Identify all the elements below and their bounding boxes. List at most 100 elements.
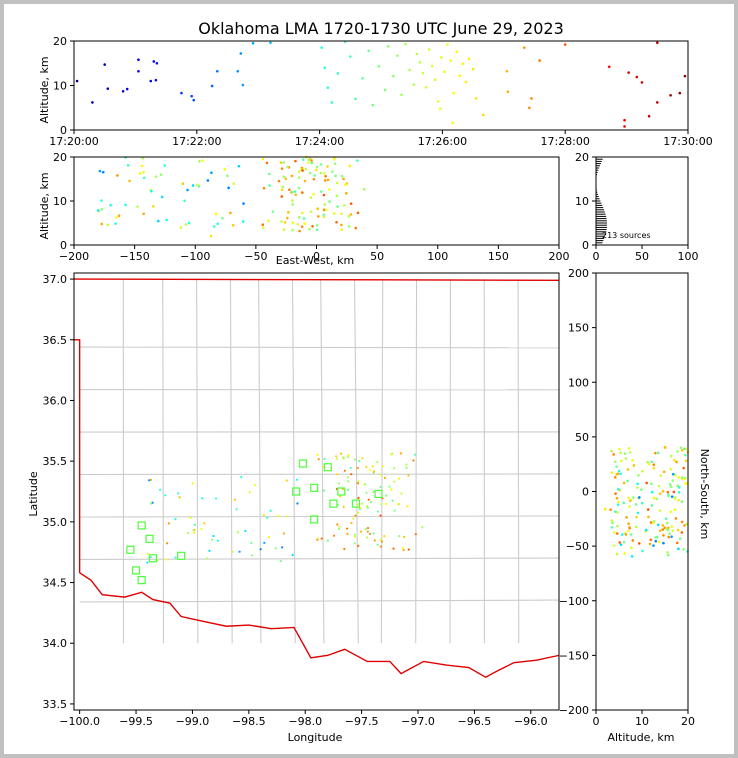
alt-ns-point (650, 490, 654, 494)
alt-ns-point (615, 552, 619, 556)
plan-view-point (322, 489, 326, 492)
ew-altitude-point (141, 156, 145, 160)
alt-ns-point (628, 526, 631, 529)
ew-altitude-point (241, 220, 245, 223)
alt-ns-point (623, 452, 627, 455)
plan-view-point (343, 469, 346, 472)
plan-view-point (323, 457, 326, 460)
ew-altitude-point (298, 229, 301, 233)
plan-view-point (347, 480, 350, 483)
plan-view-point (405, 466, 408, 469)
alt-ns-point (677, 498, 680, 502)
alt-ns-point (612, 453, 615, 456)
alt-ns-point (659, 474, 663, 477)
time-altitude-point (408, 68, 411, 72)
time-altitude-point (251, 41, 255, 45)
alt-ns-point (654, 451, 657, 455)
time-altitude-xtick-label: 17:30:00 (663, 135, 712, 148)
histogram-xtick-label: 100 (678, 250, 699, 263)
plan-view-point (343, 547, 346, 551)
plan-view-point (203, 522, 206, 525)
ew-altitude-point (142, 176, 146, 180)
alt-ns-point (678, 537, 682, 540)
ew-altitude-point (209, 234, 213, 238)
time-altitude-point (439, 107, 442, 110)
alt-ns-point (632, 496, 635, 499)
plan-view-point (366, 530, 369, 533)
ew-altitude-point (313, 174, 317, 177)
alt-ns-point (612, 544, 616, 547)
plan-view-point (248, 491, 251, 494)
alt-ns-point (617, 469, 621, 473)
alt-ns-point (671, 529, 675, 532)
alt-ns-point (616, 511, 619, 514)
plan-view-point (146, 552, 149, 555)
ew-altitude-point (309, 196, 313, 199)
ew-altitude-point (334, 174, 337, 178)
ew-altitude-ytick-label: 20 (53, 151, 67, 164)
time-altitude-point (323, 66, 327, 69)
ew-altitude-point (268, 184, 271, 187)
plan-view-point (164, 494, 167, 497)
ew-altitude-point (294, 159, 297, 163)
alt-ns-point (635, 515, 638, 519)
alt-ns-point (609, 508, 612, 511)
alt-ns-point (618, 541, 622, 544)
plan-view-point (347, 453, 350, 457)
ew-altitude-point (331, 170, 334, 173)
alt-ns-point (666, 490, 670, 494)
ew-altitude-point (333, 162, 337, 165)
county-line (79, 557, 560, 561)
ew-altitude-point (347, 225, 351, 228)
histogram-ytick-label: 20 (575, 151, 589, 164)
plan-view-point (316, 537, 320, 540)
plan-view-point (373, 539, 376, 542)
plan-view-point (277, 514, 280, 517)
alt-ns-point (616, 524, 619, 528)
plan-view-point (364, 528, 367, 531)
time-altitude-ytick-label: 20 (53, 35, 67, 48)
ew-altitude-point (340, 223, 343, 227)
alt-ns-point (675, 460, 678, 464)
plan-view-point (296, 478, 299, 481)
plan-view-point (147, 479, 151, 482)
alt-ns-point (661, 524, 665, 527)
time-altitude-point (451, 121, 454, 125)
plan-view-point (316, 453, 319, 456)
plan-view-point (346, 476, 349, 479)
alt-ns-point (647, 462, 651, 466)
alt-ns-point (614, 510, 617, 513)
alt-ns-ylabel: North-South, km (698, 449, 711, 540)
ew-altitude-point (294, 193, 298, 197)
source-count-label: 213 sources (602, 231, 651, 240)
ew-altitude-point (297, 186, 301, 190)
time-altitude-point (377, 65, 381, 68)
time-altitude-point (678, 91, 682, 95)
lma-station (292, 487, 301, 496)
plan-view-ylabel: Latitude (27, 471, 40, 517)
alt-ns-point (670, 535, 673, 538)
ew-altitude-point (344, 192, 348, 195)
ew-altitude-point (342, 177, 345, 181)
histogram-ytick-label: 10 (575, 195, 589, 208)
alt-ns-point (652, 521, 655, 525)
plan-view-point (337, 503, 340, 506)
plan-view-point (368, 469, 372, 472)
alt-ns-point (622, 481, 626, 485)
ew-altitude-point (348, 164, 352, 168)
time-altitude-point (446, 43, 449, 46)
time-altitude-point (427, 48, 431, 51)
ew-altitude-point (340, 212, 343, 216)
plan-view-point (346, 488, 350, 491)
time-altitude-point (522, 46, 526, 49)
ew-altitude-ylabel: Altitude, km (38, 172, 51, 239)
alt-ns-point (613, 475, 617, 479)
plan-view-point (178, 496, 181, 499)
alt-ns-point (627, 529, 630, 533)
alt-ns-point (671, 479, 675, 482)
alt-ns-point (627, 447, 631, 450)
alt-ns-point (647, 515, 650, 519)
lma-station (148, 554, 158, 563)
county-line (79, 599, 560, 603)
alt-ns-point (640, 488, 643, 491)
